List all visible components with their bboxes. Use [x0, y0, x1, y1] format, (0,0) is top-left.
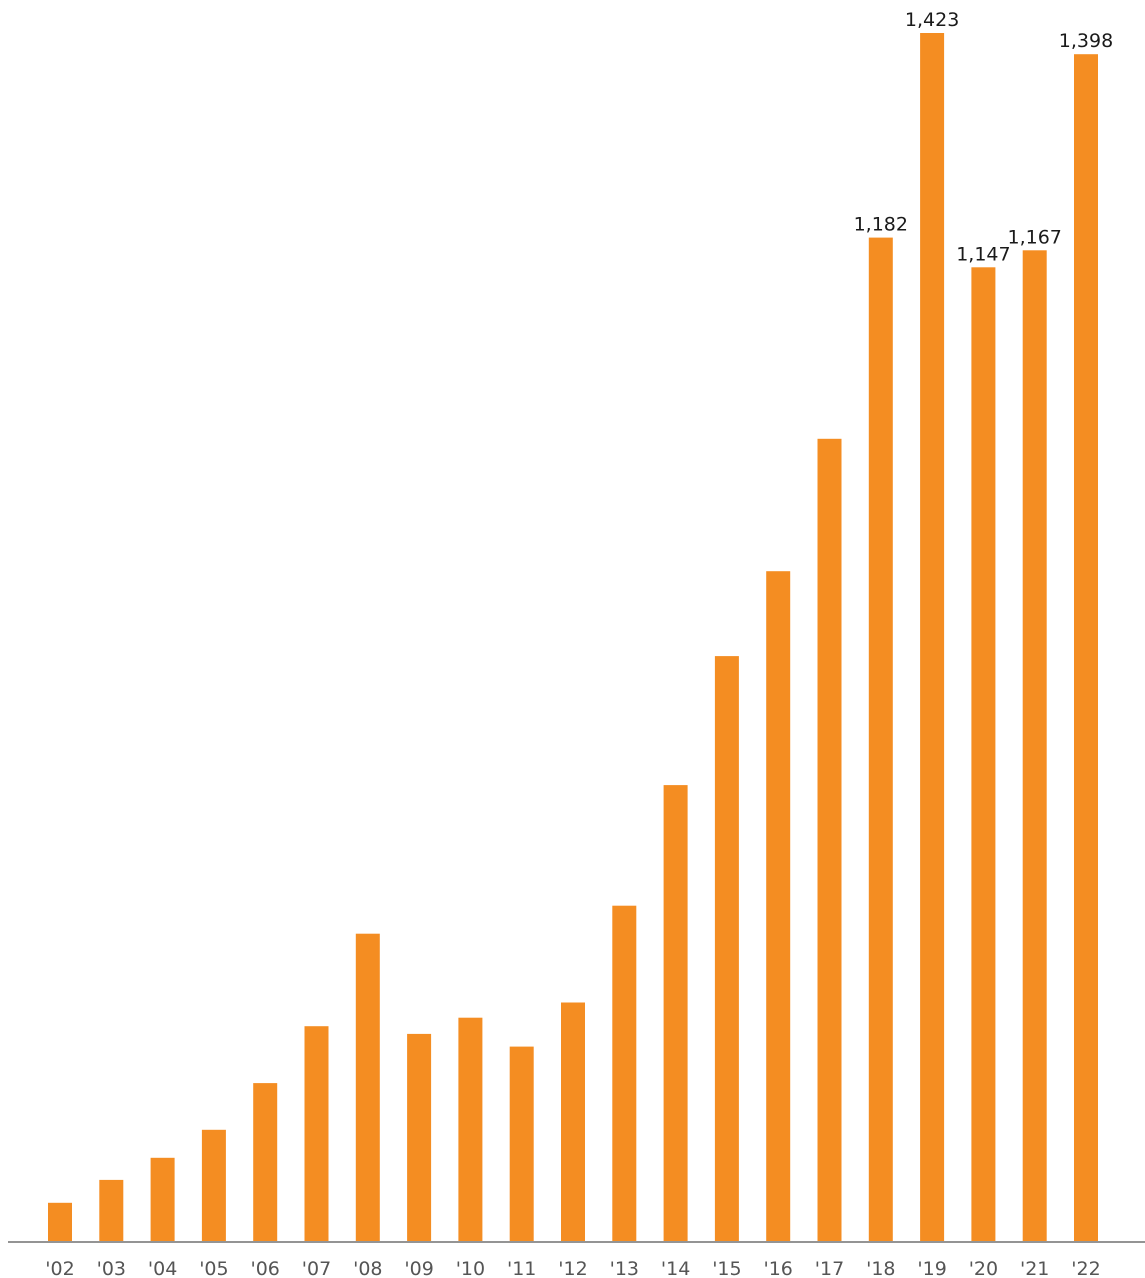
bar-11 — [509, 1046, 534, 1241]
x-tick-label: '10 — [456, 1258, 485, 1278]
x-tick-label: '02 — [45, 1258, 74, 1278]
x-tick-label: '11 — [507, 1258, 536, 1278]
x-tick-labels-layer: '02 '03 '04 '05 '06 '07 '08 '09 '10 '11 '12 '13 '14 '… — [45, 1258, 1100, 1278]
bar-03 — [99, 1179, 124, 1241]
bar-15 — [714, 656, 739, 1241]
bar-04 — [150, 1157, 175, 1241]
data-label: 1,423 — [905, 9, 959, 31]
x-tick-label: '22 — [1071, 1258, 1100, 1278]
x-tick-label: '14 — [661, 1258, 690, 1278]
bar-22 — [1074, 54, 1098, 1242]
bar-07 — [304, 1026, 329, 1241]
bar-19 — [920, 33, 945, 1241]
data-label: 1,182 — [854, 214, 908, 236]
x-tick-label: '04 — [148, 1258, 177, 1278]
bar-08 — [355, 933, 380, 1241]
bar-14 — [663, 785, 688, 1241]
bar-18 — [868, 237, 893, 1242]
bar-17 — [817, 438, 842, 1241]
bar-05 — [201, 1129, 226, 1241]
data-label: 1,398 — [1059, 30, 1113, 52]
x-tick-label: '18 — [866, 1258, 895, 1278]
x-tick-label: '20 — [969, 1258, 998, 1278]
x-tick-label: '16 — [763, 1258, 792, 1278]
x-tick-label: '21 — [1020, 1258, 1049, 1278]
x-tick-label: '17 — [815, 1258, 844, 1278]
bar-13 — [612, 905, 637, 1241]
x-tick-label: '19 — [917, 1258, 946, 1278]
bar-10 — [458, 1017, 483, 1241]
bar-21 — [1022, 250, 1047, 1242]
bar-09 — [407, 1033, 432, 1241]
x-tick-label: '15 — [712, 1258, 741, 1278]
x-tick-label: '07 — [302, 1258, 331, 1278]
data-label: 1,147 — [956, 243, 1010, 265]
bar-06 — [253, 1083, 278, 1241]
x-tick-label: '03 — [97, 1258, 126, 1278]
bars-layer — [48, 33, 1098, 1242]
bar-02 — [48, 1202, 72, 1241]
x-tick-label: '13 — [610, 1258, 639, 1278]
x-tick-label: '08 — [353, 1258, 382, 1278]
bar-20 — [971, 267, 996, 1241]
bar-12 — [561, 1002, 585, 1241]
x-tick-label: '05 — [199, 1258, 228, 1278]
x-tick-label: '12 — [558, 1258, 587, 1278]
data-label: 1,167 — [1007, 226, 1061, 248]
x-tick-label: '06 — [250, 1258, 279, 1278]
bar-16 — [766, 571, 791, 1241]
x-tick-label: '09 — [404, 1258, 433, 1278]
